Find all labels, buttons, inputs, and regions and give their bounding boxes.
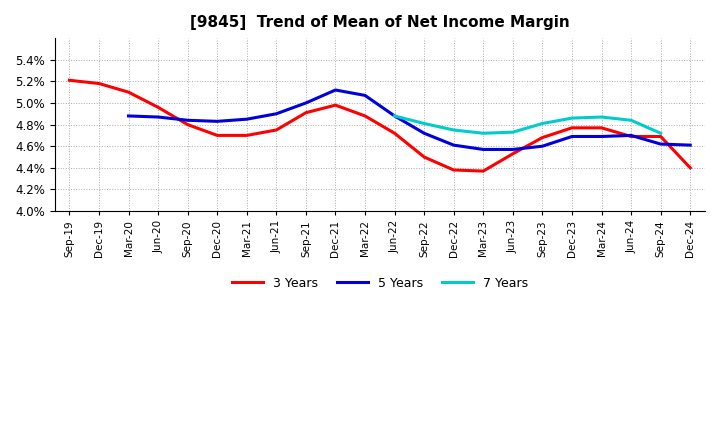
5 Years — [627, 133, 636, 138]
3 Years — [184, 122, 192, 127]
5 Years — [390, 114, 399, 119]
3 Years — [538, 135, 546, 140]
5 Years — [597, 134, 606, 139]
Title: [9845]  Trend of Mean of Net Income Margin: [9845] Trend of Mean of Net Income Margi… — [190, 15, 570, 30]
5 Years — [479, 147, 487, 152]
5 Years — [243, 117, 251, 122]
3 Years — [508, 151, 517, 157]
Line: 7 Years: 7 Years — [395, 116, 661, 133]
3 Years — [479, 169, 487, 174]
3 Years — [94, 81, 103, 86]
5 Years — [184, 117, 192, 123]
5 Years — [686, 143, 695, 148]
5 Years — [538, 143, 546, 149]
3 Years — [627, 134, 636, 139]
5 Years — [508, 147, 517, 152]
5 Years — [213, 119, 222, 124]
3 Years — [154, 105, 163, 110]
5 Years — [567, 134, 576, 139]
7 Years — [627, 117, 636, 123]
7 Years — [479, 131, 487, 136]
3 Years — [597, 125, 606, 131]
3 Years — [124, 89, 132, 95]
Legend: 3 Years, 5 Years, 7 Years: 3 Years, 5 Years, 7 Years — [227, 272, 533, 295]
5 Years — [420, 131, 428, 136]
3 Years — [272, 127, 281, 132]
3 Years — [361, 114, 369, 119]
5 Years — [154, 114, 163, 120]
7 Years — [657, 131, 665, 136]
3 Years — [657, 134, 665, 139]
5 Years — [124, 114, 132, 119]
5 Years — [361, 93, 369, 98]
5 Years — [302, 100, 310, 106]
3 Years — [213, 133, 222, 138]
3 Years — [449, 167, 458, 172]
3 Years — [243, 133, 251, 138]
3 Years — [331, 103, 340, 108]
7 Years — [538, 121, 546, 126]
7 Years — [567, 115, 576, 121]
7 Years — [597, 114, 606, 120]
7 Years — [449, 127, 458, 132]
7 Years — [390, 114, 399, 119]
Line: 3 Years: 3 Years — [69, 80, 690, 171]
5 Years — [449, 143, 458, 148]
5 Years — [272, 111, 281, 117]
5 Years — [657, 141, 665, 147]
5 Years — [331, 88, 340, 93]
3 Years — [567, 125, 576, 131]
3 Years — [390, 131, 399, 136]
Line: 5 Years: 5 Years — [128, 90, 690, 150]
3 Years — [302, 110, 310, 115]
3 Years — [686, 165, 695, 170]
3 Years — [65, 77, 73, 83]
7 Years — [508, 129, 517, 135]
3 Years — [420, 154, 428, 160]
7 Years — [420, 121, 428, 126]
